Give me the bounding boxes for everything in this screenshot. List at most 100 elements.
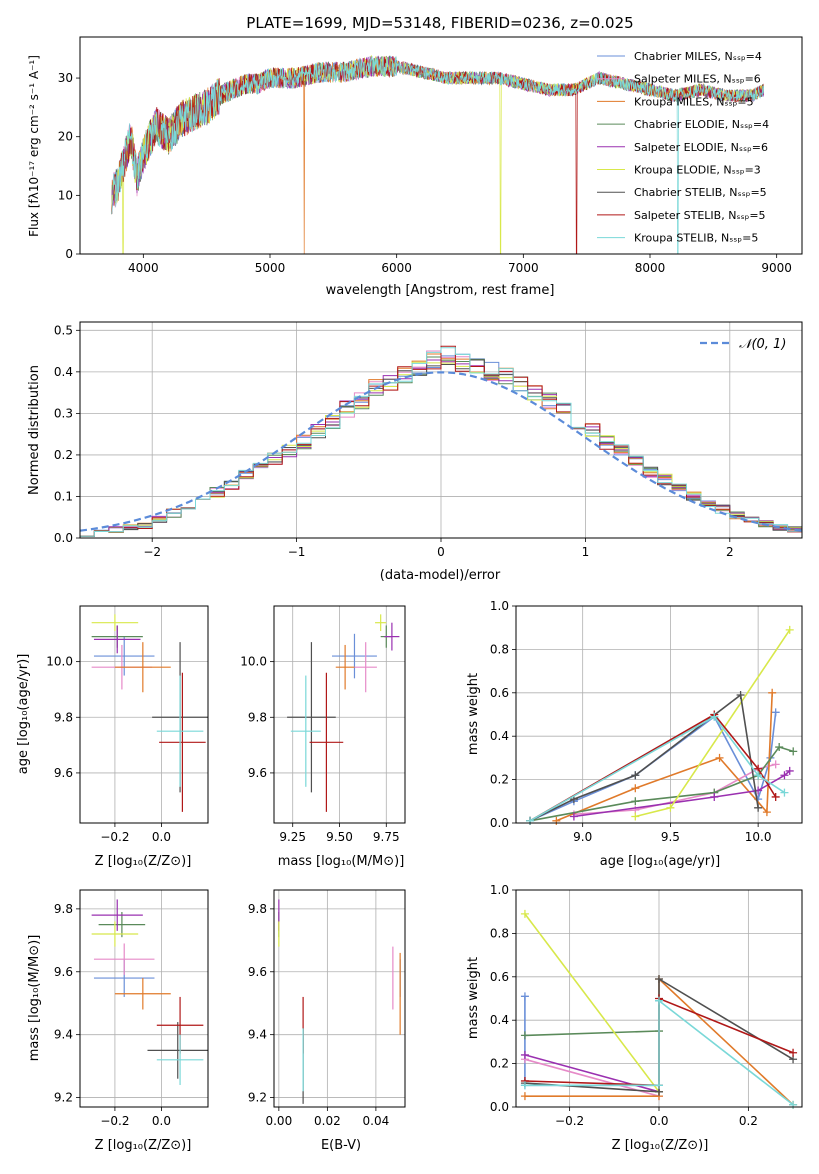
massweight-series-line	[529, 746, 794, 822]
xtick-label: −2	[143, 545, 161, 559]
massweight-marker	[762, 808, 771, 817]
xtick-label: 7000	[508, 261, 539, 275]
xtick-label: 9.0	[573, 830, 592, 844]
massweight-marker	[768, 688, 777, 697]
ytick-label: 30	[58, 71, 73, 85]
xtick-label: 9.75	[373, 830, 400, 844]
ytick-label: 0.6	[490, 686, 509, 700]
spectrum-panel: PLATE=1699, MJD=53148, FIBERID=0236, z=0…	[27, 14, 803, 298]
massweight-marker	[520, 1081, 529, 1090]
ytick-label: 9.2	[248, 1091, 267, 1105]
massweight-series-line	[529, 712, 777, 822]
massweight-marker	[771, 792, 780, 801]
mw-z-xlabel: Z [log₁₀(Z/Z⊙)]	[612, 1138, 709, 1153]
massweight-series-line	[524, 999, 794, 1106]
xtick-label: 4000	[128, 261, 159, 275]
xtick-label: 0.04	[363, 1114, 390, 1128]
legend-label: Chabrier ELODIE, Nₛₛₚ=4	[634, 118, 769, 131]
massweight-series-line	[524, 1030, 660, 1037]
massweight-series-line	[529, 715, 785, 822]
ytick-label: 9.6	[54, 766, 73, 780]
spectrum-ylabel: Flux [fλ10⁻¹⁷ erg cm⁻² s⁻¹ A⁻¹]	[27, 55, 41, 237]
ytick-label: 10	[58, 188, 73, 202]
xtick-label: 5000	[255, 261, 286, 275]
axes-frame	[79, 605, 209, 824]
ytick-label: 0.8	[490, 926, 509, 940]
ytick-label: 9.8	[248, 710, 267, 724]
massweight-marker	[771, 708, 780, 717]
massweight-marker	[520, 1031, 529, 1040]
massweight-series-line	[524, 913, 660, 1093]
massweight-marker	[754, 803, 763, 812]
massweight-marker	[631, 812, 640, 821]
massweight-series-line	[524, 996, 660, 1087]
ytick-label: 9.8	[248, 902, 267, 916]
xtick-label: 0.00	[265, 1114, 292, 1128]
massweight-marker	[789, 1048, 798, 1057]
massweight-marker	[520, 1050, 529, 1059]
ytick-label: 9.6	[54, 965, 73, 979]
xtick-label: 9000	[761, 261, 792, 275]
ytick-label: 0.2	[490, 1057, 509, 1071]
legend-label: 𝒩(0, 1)	[739, 337, 786, 352]
axes-frame	[515, 889, 803, 1108]
massweight-marker	[631, 771, 640, 780]
ytick-label: 0.3	[54, 406, 73, 420]
mass-ebv-xlabel: E(B-V)	[321, 1138, 361, 1153]
spectrum-series-line	[111, 57, 765, 254]
massweight-marker	[655, 974, 663, 983]
massweight-marker	[631, 784, 640, 793]
age-z-ylabel: age [log₁₀(age/yr)]	[16, 654, 31, 775]
xtick-label: −0.2	[100, 1114, 129, 1128]
xtick-label: 0	[437, 545, 445, 559]
normal-curve	[79, 371, 803, 532]
xtick-label: −0.2	[555, 1114, 584, 1128]
ytick-label: 0.8	[490, 642, 509, 656]
mw-age-ylabel: mass weight	[466, 673, 481, 755]
spectrum-series-line	[111, 55, 765, 254]
massweight-marker	[655, 1081, 663, 1090]
histogram-series-step	[80, 347, 802, 538]
ytick-label: 0.2	[54, 448, 73, 462]
massweight-marker	[736, 690, 745, 699]
massweight-marker	[775, 743, 784, 752]
ytick-label: 9.6	[248, 766, 267, 780]
ytick-label: 0.0	[490, 816, 509, 830]
spectrum-series-line	[111, 55, 764, 254]
legend-label: Salpeter STELIB, Nₛₛₚ=5	[634, 209, 766, 222]
axes-frame	[79, 321, 803, 539]
ytick-label: 1.0	[490, 883, 509, 897]
massweight-marker	[666, 803, 675, 812]
ytick-label: 9.4	[248, 1028, 267, 1042]
xtick-label: 1	[582, 545, 590, 559]
massweight-marker	[520, 1092, 529, 1101]
legend-label: Kroupa STELIB, Nₛₛₚ=5	[634, 232, 758, 245]
age-vs-metallicity-panel: Z [log₁₀(Z/Z⊙)] age [log₁₀(age/yr)] −0.2…	[16, 605, 209, 869]
legend-label: Salpeter ELODIE, Nₛₛₚ=6	[634, 141, 768, 154]
massweight-marker	[771, 760, 780, 769]
ytick-label: 9.4	[54, 1028, 73, 1042]
xtick-label: 9.25	[279, 830, 306, 844]
massweight-vs-metallicity-panel: Z [log₁₀(Z/Z⊙)] mass weight −0.2 0.0 0.2 0.…	[466, 883, 803, 1153]
massweight-marker	[715, 753, 724, 762]
axes-frame	[273, 889, 406, 1108]
mw-z-ylabel: mass weight	[466, 957, 481, 1039]
legend-label: Kroupa MILES, Nₛₛₚ=5	[634, 95, 754, 108]
massweight-marker	[520, 992, 529, 1001]
axes-frame	[273, 605, 406, 824]
ytick-label: 20	[58, 130, 73, 144]
ytick-label: 9.6	[248, 965, 267, 979]
ytick-label: 9.2	[54, 1091, 73, 1105]
xtick-label: 0.02	[314, 1114, 341, 1128]
axes-frame	[79, 889, 209, 1108]
ytick-label: 10.0	[240, 655, 267, 669]
ytick-label: 0.4	[490, 729, 509, 743]
mw-age-xlabel: age [log₁₀(age/yr)]	[600, 854, 721, 869]
xtick-label: 9.50	[326, 830, 353, 844]
age-vs-mass-panel: mass [log₁₀(M/M⊙)] 9.25 9.50 9.75 9.6 9.8 10.…	[240, 605, 406, 869]
massweight-marker	[789, 747, 798, 756]
massweight-marker	[780, 788, 789, 797]
massweight-series-line	[524, 1054, 660, 1093]
legend-label: Salpeter MILES, Nₛₛₚ=6	[634, 73, 761, 86]
